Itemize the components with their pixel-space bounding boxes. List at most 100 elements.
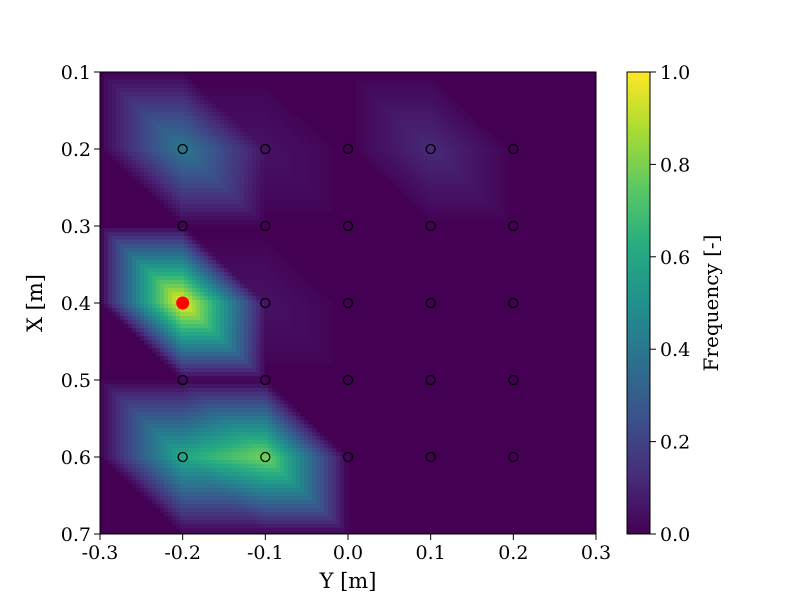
heat-cell <box>176 344 181 349</box>
heat-cell <box>240 260 245 265</box>
heat-cell <box>292 132 297 137</box>
heat-cell <box>216 472 221 477</box>
heat-cell <box>208 484 213 489</box>
heat-cell <box>120 396 125 401</box>
heat-cell <box>228 360 233 365</box>
heat-cell <box>276 264 281 269</box>
heat-cell <box>260 488 265 493</box>
heat-cell <box>188 404 193 409</box>
heat-cell <box>264 272 269 277</box>
heat-cell <box>164 280 169 285</box>
heat-cell <box>240 476 245 481</box>
heat-cell <box>112 240 117 245</box>
heat-cell <box>264 176 269 181</box>
heat-cell <box>248 488 253 493</box>
heat-cell <box>160 312 165 317</box>
heat-cell <box>288 168 293 173</box>
heat-cell <box>172 452 177 457</box>
heat-cell <box>200 496 205 501</box>
heat-cell <box>196 200 201 205</box>
heat-cell <box>172 260 177 265</box>
heat-cell <box>252 300 257 305</box>
heat-cell <box>228 264 233 269</box>
heat-cell <box>172 160 177 165</box>
heat-cell <box>280 320 285 325</box>
heat-cell <box>132 472 137 477</box>
heat-cell <box>124 276 129 281</box>
heat-cell <box>100 296 105 301</box>
heat-cell <box>180 356 185 361</box>
heat-cell <box>300 432 305 437</box>
heat-cell <box>236 364 241 369</box>
heat-cell <box>124 312 129 317</box>
heat-cell <box>184 108 189 113</box>
heat-cell <box>268 500 273 505</box>
heat-cell <box>312 492 317 497</box>
heat-cell <box>128 80 133 85</box>
heat-cell <box>216 368 221 373</box>
heat-cell <box>168 344 173 349</box>
heat-cell <box>304 428 309 433</box>
heat-cell <box>244 292 249 297</box>
heat-cell <box>136 392 141 397</box>
heat-cell <box>236 176 241 181</box>
heat-cell <box>188 240 193 245</box>
heat-cell <box>300 312 305 317</box>
heat-cell <box>228 268 233 273</box>
heat-cell <box>308 132 313 137</box>
heat-cell <box>164 392 169 397</box>
heat-cell <box>148 296 153 301</box>
heat-cell <box>120 400 125 405</box>
heat-cell <box>156 288 161 293</box>
heat-cell <box>300 484 305 489</box>
heat-cell <box>164 448 169 453</box>
heat-cell <box>232 300 237 305</box>
heat-cell <box>212 144 217 149</box>
heat-cell <box>228 440 233 445</box>
heat-cell <box>136 240 141 245</box>
heat-cell <box>204 312 209 317</box>
heat-cell <box>300 504 305 509</box>
heat-cell <box>276 528 281 533</box>
heat-cell <box>180 316 185 321</box>
heat-cell <box>264 152 269 157</box>
heat-cell <box>132 156 137 161</box>
heat-cell <box>184 436 189 441</box>
heat-cell <box>288 204 293 209</box>
heat-cell <box>116 300 121 305</box>
heat-cell <box>232 248 237 253</box>
heat-cell <box>224 484 229 489</box>
heat-cell <box>216 528 221 533</box>
heat-cell <box>156 88 161 93</box>
heat-cell <box>212 404 217 409</box>
heat-cell <box>260 316 265 321</box>
heat-cell <box>272 512 277 517</box>
heat-cell <box>116 380 121 385</box>
heat-cell <box>108 104 113 109</box>
heat-cell <box>240 364 245 369</box>
heat-cell <box>204 248 209 253</box>
heat-cell <box>120 288 125 293</box>
heat-cell <box>140 492 145 497</box>
heat-cell <box>240 220 245 225</box>
heat-cell <box>268 508 273 513</box>
heat-cell <box>204 148 209 153</box>
heat-cell <box>232 376 237 381</box>
heat-cell <box>224 380 229 385</box>
heat-cell <box>184 180 189 185</box>
heat-cell <box>244 136 249 141</box>
heat-cell <box>196 292 201 297</box>
heat-cell <box>140 316 145 321</box>
heat-cell <box>212 200 217 205</box>
heat-cell <box>264 464 269 469</box>
heat-cell <box>180 264 185 269</box>
heat-cell <box>160 256 165 261</box>
heat-cell <box>196 320 201 325</box>
heat-cell <box>256 324 261 329</box>
heat-cell <box>292 416 297 421</box>
heat-cell <box>240 504 245 509</box>
heat-cell <box>116 464 121 469</box>
heat-cell <box>156 316 161 321</box>
heat-cell <box>304 420 309 425</box>
heat-cell <box>284 356 289 361</box>
